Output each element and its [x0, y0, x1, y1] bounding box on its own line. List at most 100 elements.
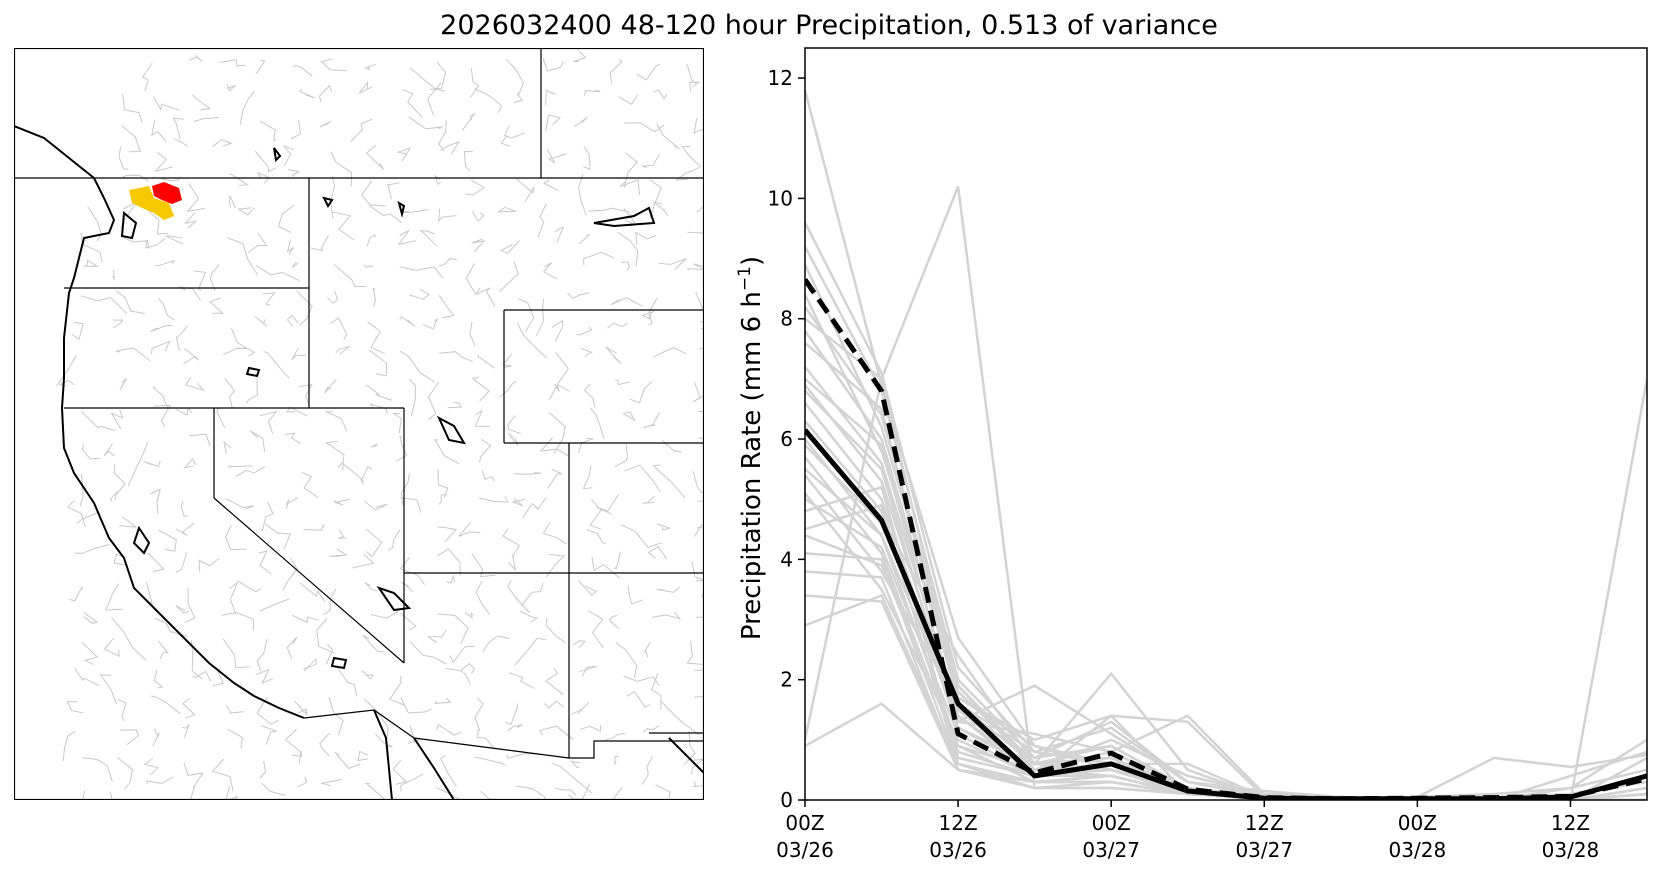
basin-line	[392, 412, 402, 434]
basin-line	[228, 195, 236, 209]
basin-line	[695, 291, 704, 310]
basin-line	[400, 209, 429, 214]
basin-line	[127, 441, 149, 487]
basin-line	[290, 120, 301, 140]
basin-line	[498, 261, 519, 293]
basin-line	[175, 605, 189, 614]
basin-line	[350, 118, 373, 142]
basin-line	[521, 497, 547, 519]
basin-line	[56, 354, 77, 387]
basin-line	[653, 89, 668, 100]
basin-line	[548, 383, 560, 401]
basin-line	[364, 63, 377, 71]
basin-line	[157, 640, 170, 660]
x-tick-label-date: 03/28	[1542, 838, 1600, 862]
basin-line	[259, 410, 278, 435]
ensemble-member-line	[805, 330, 1647, 800]
x-tick-label-time: 12Z	[939, 811, 978, 835]
basin-line	[547, 468, 563, 489]
basin-line	[259, 598, 290, 612]
basin-line	[542, 522, 567, 545]
basin-line	[143, 460, 161, 468]
basin-line	[687, 231, 704, 234]
basin-line	[582, 465, 593, 490]
basin-line	[465, 263, 481, 296]
basin-line	[224, 377, 236, 409]
basin-line	[623, 152, 638, 188]
basin-line	[656, 123, 680, 150]
basin-line	[153, 404, 171, 427]
basin-line	[607, 322, 628, 329]
basin-line	[508, 553, 516, 572]
basin-line	[291, 750, 303, 764]
basin-line	[184, 377, 206, 392]
basin-line	[119, 377, 128, 391]
basin-line	[369, 403, 388, 414]
basin-line	[146, 776, 174, 785]
basin-line	[535, 298, 545, 337]
basin-line	[641, 154, 660, 168]
basin-line	[259, 761, 267, 779]
basin-line	[284, 728, 302, 753]
basin-line	[209, 297, 224, 314]
basin-line	[476, 729, 496, 750]
basin-line	[546, 148, 567, 164]
basin-line	[256, 171, 270, 184]
basin-line	[651, 673, 662, 710]
basin-line	[620, 261, 630, 272]
x-tick-label-date: 03/26	[929, 838, 987, 862]
basin-line	[363, 698, 389, 744]
x-tick-label-time: 12Z	[1245, 811, 1284, 835]
basin-line	[369, 610, 399, 619]
basin-line	[439, 258, 458, 267]
basin-line	[570, 701, 590, 715]
basin-line	[256, 639, 268, 672]
basin-line	[255, 264, 300, 282]
basin-line	[469, 67, 480, 98]
basin-line	[262, 292, 276, 306]
basin-line	[66, 701, 84, 714]
basin-line	[230, 327, 256, 357]
basin-line	[623, 675, 660, 687]
basin-line	[250, 430, 266, 452]
basin-line	[437, 208, 457, 223]
y-tick-label: 8	[780, 307, 793, 331]
basin-line	[447, 401, 463, 409]
basin-line	[614, 551, 621, 570]
basin-line	[255, 59, 266, 74]
basin-line	[635, 231, 657, 245]
basin-line	[636, 63, 661, 81]
basin-line	[198, 558, 220, 572]
basin-line	[286, 636, 298, 660]
basin-line	[209, 264, 220, 291]
x-tick-label-date: 03/27	[1082, 838, 1140, 862]
basin-line	[651, 611, 682, 620]
x-tick-label-time: 12Z	[1551, 811, 1590, 835]
basin-line	[662, 440, 682, 453]
basin-line	[445, 667, 472, 685]
basin-line	[183, 457, 197, 469]
basin-line	[365, 144, 385, 170]
basin-line	[154, 152, 174, 173]
basin-line	[329, 548, 349, 557]
basin-line	[542, 179, 559, 192]
basin-line	[225, 524, 247, 551]
basin-line	[440, 754, 457, 787]
basin-line	[438, 351, 474, 363]
basin-line	[689, 81, 701, 92]
basin-line	[482, 635, 510, 653]
basin-line	[165, 235, 184, 245]
basin-line	[82, 790, 86, 800]
basin-line	[368, 205, 403, 224]
basin-line	[694, 695, 704, 698]
basin-line	[629, 381, 653, 404]
basin-line	[438, 494, 448, 505]
basin-line	[409, 67, 442, 91]
basin-line	[145, 237, 166, 249]
basin-line	[293, 64, 313, 77]
basin-line	[579, 665, 597, 677]
basin-line	[302, 657, 317, 672]
basin-line	[471, 211, 485, 222]
basin-line	[471, 238, 486, 253]
